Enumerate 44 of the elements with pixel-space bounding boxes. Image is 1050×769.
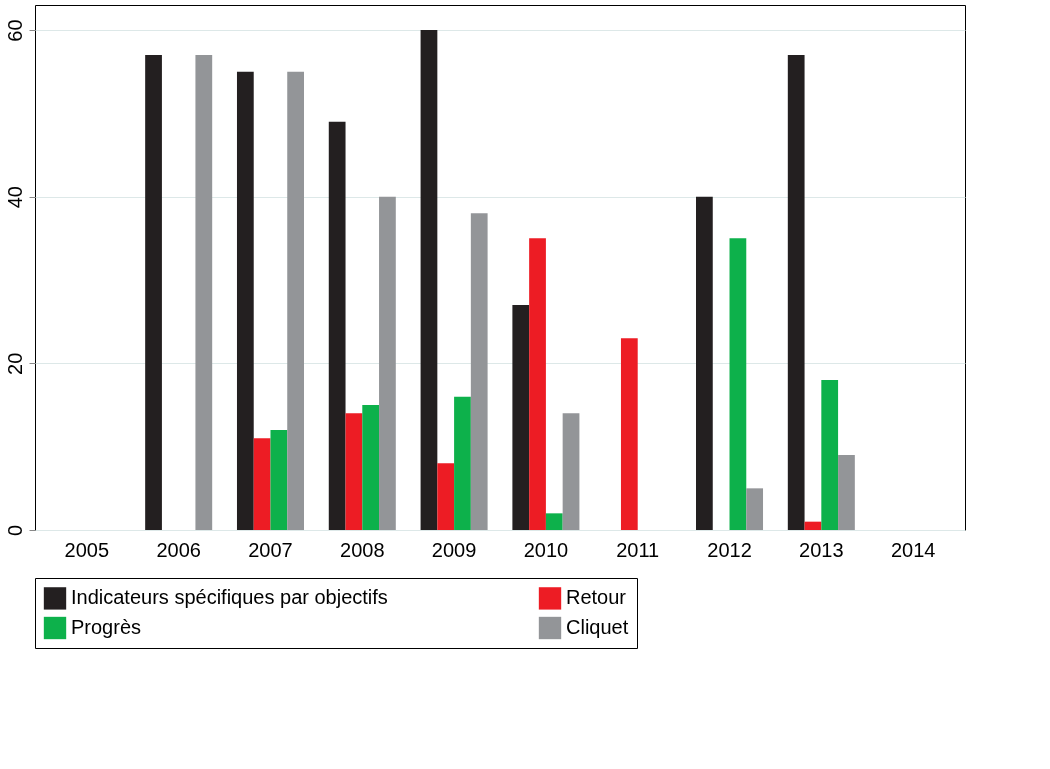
x-tick-label: 2006 [156,538,201,561]
legend-label: Indicateurs spécifiques par objectifs [71,586,388,609]
bar [253,438,271,530]
bar [512,305,530,530]
x-tick-label: 2014 [890,538,936,561]
bar [746,488,764,530]
y-tick-label: 40 [3,186,26,209]
bar [729,238,747,530]
bar [838,455,855,530]
bar [379,196,396,530]
bar [696,196,713,530]
legend-label: Progrès [71,616,142,638]
x-tick-label: 2011 [616,538,660,561]
x-tick-label: 2007 [248,538,293,561]
y-tick-label: 20 [3,352,26,375]
bar [804,521,822,530]
legend-label: Retour [566,586,627,609]
bar [529,238,546,530]
legend-label: Cliquet [566,616,629,638]
x-tick-label: 2012 [707,538,752,561]
bar [362,405,380,530]
bar [420,30,438,530]
x-tick-label: 2009 [431,538,477,561]
y-tick-label: 0 [3,524,26,537]
x-tick-label: 2005 [64,538,110,561]
bar [437,463,455,530]
bar [821,380,839,530]
bar [454,396,471,530]
bar [287,71,304,530]
bar [562,413,580,530]
bar [345,413,363,530]
bar [470,213,488,530]
bar [328,121,346,530]
y-tick-label: 60 [3,19,26,42]
bar [145,55,162,530]
bar [545,513,563,530]
bar [270,430,288,530]
bar [236,71,254,530]
bar [195,55,213,530]
x-tick-label: 2013 [799,538,844,561]
x-tick-label: 2008 [340,538,385,561]
x-tick-label: 2010 [523,538,569,561]
bar [787,55,805,530]
bar [620,338,638,530]
